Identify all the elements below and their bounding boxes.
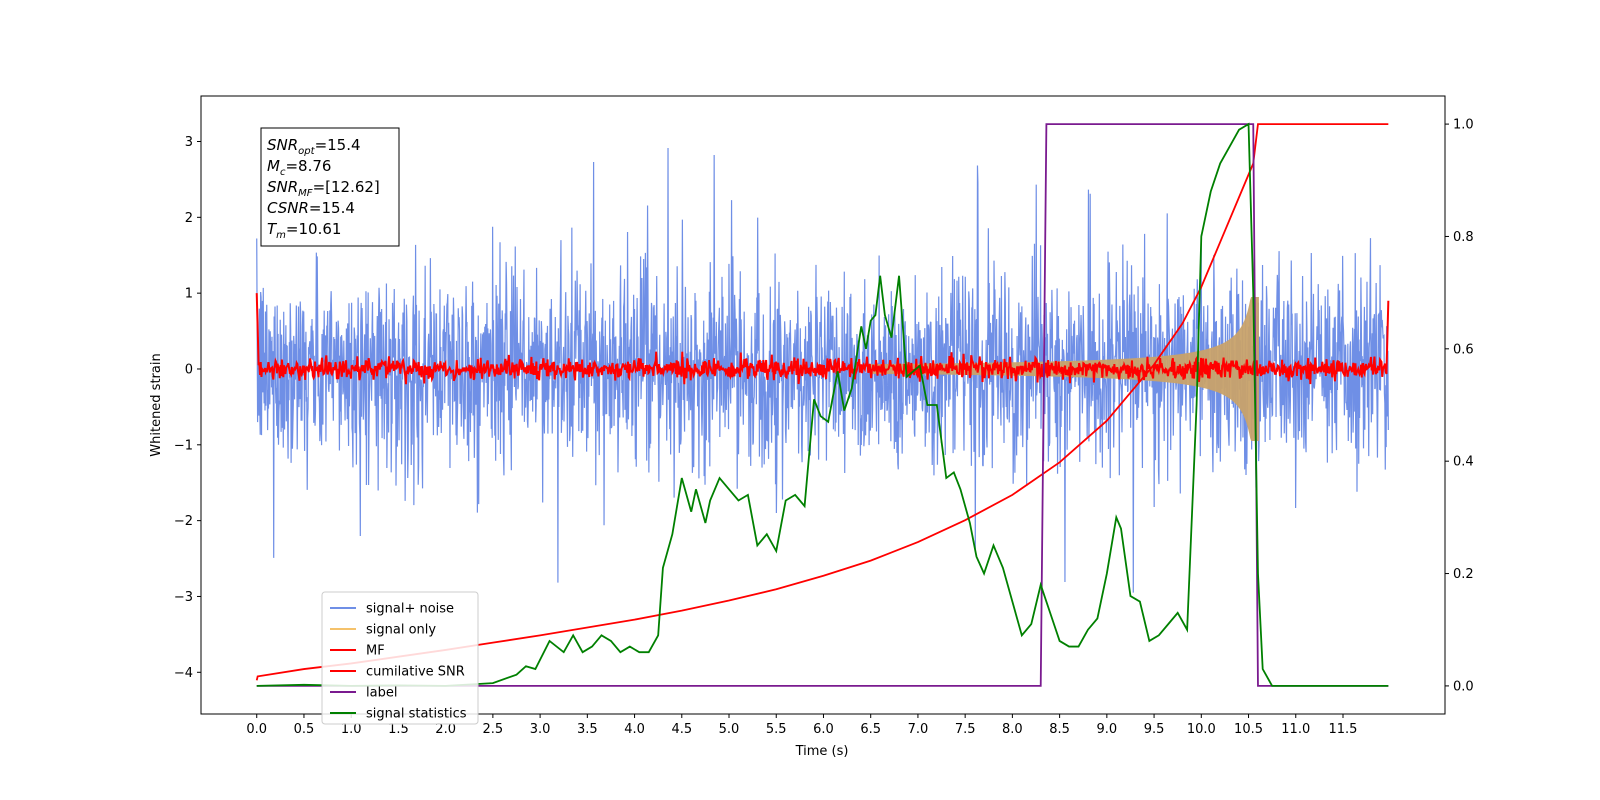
y-left-tick-label: 3	[185, 135, 193, 150]
annotation-snr-mf: SNRMF=[12.62]	[267, 178, 380, 199]
x-tick-label: 8.5	[1049, 722, 1070, 737]
x-axis-ticks: 0.0 0.5 1.0 1.5 2.0 2.5 3.0 3.5 4.0 4.5 5.0 5.5 6.0 6…	[246, 714, 1357, 737]
annotation-mc: Mc=8.76	[267, 157, 331, 178]
mf-series	[255, 293, 1390, 385]
annotation-tm: Tm=10.61	[267, 220, 341, 241]
y-left-tick-label: −4	[174, 666, 193, 681]
y-left-tick-label: −3	[174, 590, 193, 605]
y-right-tick-label: 0.2	[1453, 567, 1474, 582]
annotation-snr-opt: SNRopt=15.4	[267, 136, 361, 157]
legend: signal+ noise signal only MF cumilative SNR…	[321, 591, 479, 725]
x-tick-label: 1.0	[341, 722, 362, 737]
x-tick-label: 4.0	[624, 722, 645, 737]
signal-statistics-series	[256, 122, 1389, 687]
annotation-csnr: CSNR=15.4	[267, 199, 355, 217]
legend-label: signal only	[366, 623, 436, 638]
x-tick-label: 11.5	[1329, 722, 1358, 737]
x-tick-label: 4.5	[671, 722, 692, 737]
x-tick-label: 6.5	[860, 722, 881, 737]
x-tick-label: 7.5	[955, 722, 976, 737]
x-tick-label: 9.5	[1144, 722, 1165, 737]
x-tick-label: 3.5	[577, 722, 598, 737]
y-left-tick-label: 0	[185, 362, 193, 377]
signal-statistics-line	[256, 122, 1389, 687]
y-left-tick-label: −1	[174, 438, 193, 453]
y-right-tick-label: 1.0	[1453, 118, 1474, 133]
x-tick-label: 8.0	[1002, 722, 1023, 737]
legend-label: signal+ noise	[366, 602, 454, 617]
legend-label: cumilative SNR	[366, 665, 465, 680]
y-right-tick-label: 0.6	[1453, 342, 1474, 357]
x-tick-label: 2.0	[435, 722, 456, 737]
x-tick-label: 2.5	[483, 722, 504, 737]
annotation-box: SNRopt=15.4 Mc=8.76 SNRMF=[12.62] CSNR=1…	[260, 127, 400, 247]
x-tick-label: 6.0	[813, 722, 834, 737]
y-left-tick-label: 2	[185, 211, 193, 226]
legend-label: label	[366, 686, 397, 701]
x-tick-label: 10.5	[1234, 722, 1263, 737]
y-left-tick-label: 1	[185, 287, 193, 302]
legend-label: MF	[366, 644, 385, 659]
x-axis-label: Time (s)	[795, 744, 849, 759]
y-right-tick-label: 0.0	[1453, 679, 1474, 694]
x-tick-label: 10.0	[1187, 722, 1216, 737]
x-tick-label: 3.0	[530, 722, 551, 737]
y-axis-right-ticks: 1.0 0.8 0.6 0.4 0.2 0.0	[1445, 118, 1474, 694]
x-tick-label: 9.0	[1096, 722, 1117, 737]
x-tick-label: 5.5	[766, 722, 787, 737]
y-right-tick-label: 0.8	[1453, 230, 1474, 245]
x-tick-label: 1.5	[388, 722, 409, 737]
y-right-tick-label: 0.4	[1453, 455, 1474, 470]
x-tick-label: 0.0	[246, 722, 267, 737]
x-tick-label: 0.5	[294, 722, 315, 737]
y-left-tick-label: −2	[174, 514, 193, 529]
y-axis-left-ticks: 3 2 1 0 −1 −2 −3 −4	[174, 135, 201, 681]
mf-line	[255, 293, 1390, 385]
x-tick-label: 5.0	[719, 722, 740, 737]
x-tick-label: 7.0	[908, 722, 929, 737]
x-tick-label: 11.0	[1281, 722, 1310, 737]
legend-label: signal statistics	[366, 707, 467, 722]
y-axis-label: Whitened strain	[149, 353, 164, 456]
